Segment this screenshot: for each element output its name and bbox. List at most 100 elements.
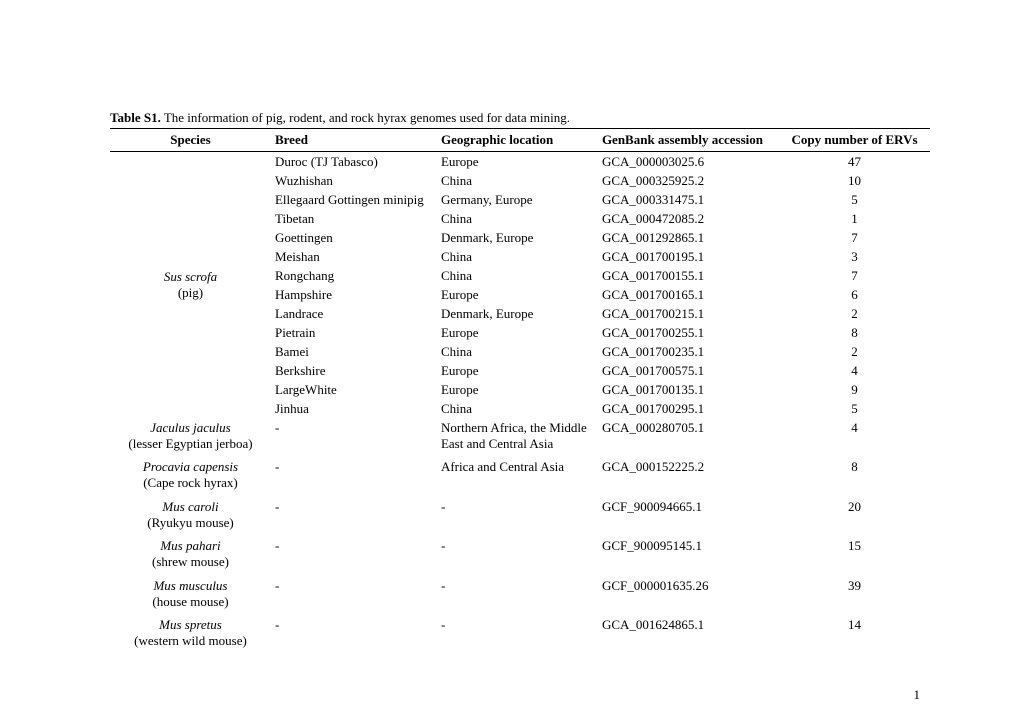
copy-cell: 9 — [779, 380, 930, 399]
species-common: (western wild mouse) — [134, 633, 247, 648]
breed-cell: Jinhua — [271, 399, 437, 418]
species-scientific: Mus musculus — [153, 578, 227, 593]
location-cell: Europe — [437, 285, 598, 304]
breed-cell: Ellegaard Gottingen minipig — [271, 190, 437, 209]
table-row: Mus caroli(Ryukyu mouse)--GCF_900094665.… — [110, 493, 930, 533]
col-header-location: Geographic location — [437, 129, 598, 152]
breed-cell: Bamei — [271, 342, 437, 361]
breed-cell: Wuzhishan — [271, 171, 437, 190]
breed-cell: Landrace — [271, 304, 437, 323]
breed-cell: Tibetan — [271, 209, 437, 228]
genbank-cell: GCA_001624865.1 — [598, 611, 779, 651]
location-cell: China — [437, 266, 598, 285]
breed-cell: Berkshire — [271, 361, 437, 380]
breed-cell: Meishan — [271, 247, 437, 266]
species-scientific: Jaculus jaculus — [150, 420, 231, 435]
copy-cell: 8 — [779, 453, 930, 493]
location-cell: - — [437, 532, 598, 572]
copy-cell: 10 — [779, 171, 930, 190]
copy-cell: 6 — [779, 285, 930, 304]
table-row: Mus musculus(house mouse)--GCF_000001635… — [110, 572, 930, 612]
location-cell: - — [437, 572, 598, 612]
species-common: (lesser Egyptian jerboa) — [128, 436, 252, 451]
copy-cell: 8 — [779, 323, 930, 342]
col-header-species: Species — [110, 129, 271, 152]
copy-cell: 15 — [779, 532, 930, 572]
genbank-cell: GCA_001700195.1 — [598, 247, 779, 266]
genbank-cell: GCA_001700235.1 — [598, 342, 779, 361]
caption-label: Table S1. — [110, 110, 161, 125]
copy-cell: 14 — [779, 611, 930, 651]
location-cell: China — [437, 171, 598, 190]
table-row: Jaculus jaculus(lesser Egyptian jerboa)-… — [110, 418, 930, 453]
genbank-cell: GCA_000472085.2 — [598, 209, 779, 228]
copy-cell: 2 — [779, 342, 930, 361]
breed-cell: - — [271, 532, 437, 572]
breed-cell: Hampshire — [271, 285, 437, 304]
species-scientific: Procavia capensis — [143, 459, 238, 474]
table-row: Sus scrofa(pig)Duroc (TJ Tabasco)EuropeG… — [110, 152, 930, 172]
breed-cell: LargeWhite — [271, 380, 437, 399]
copy-cell: 5 — [779, 190, 930, 209]
genbank-cell: GCA_000331475.1 — [598, 190, 779, 209]
genbank-cell: GCA_001700135.1 — [598, 380, 779, 399]
table-row: Mus spretus(western wild mouse)--GCA_001… — [110, 611, 930, 651]
genbank-cell: GCA_001700255.1 — [598, 323, 779, 342]
genbank-cell: GCA_001292865.1 — [598, 228, 779, 247]
location-cell: Europe — [437, 361, 598, 380]
location-cell: China — [437, 399, 598, 418]
caption-text: The information of pig, rodent, and rock… — [161, 110, 570, 125]
species-cell: Jaculus jaculus(lesser Egyptian jerboa) — [110, 418, 271, 453]
genbank-cell: GCA_000325925.2 — [598, 171, 779, 190]
location-cell: China — [437, 209, 598, 228]
species-scientific: Mus caroli — [162, 499, 218, 514]
col-header-genbank: GenBank assembly accession — [598, 129, 779, 152]
col-header-breed: Breed — [271, 129, 437, 152]
breed-cell: Goettingen — [271, 228, 437, 247]
genbank-cell: GCA_001700215.1 — [598, 304, 779, 323]
location-cell: China — [437, 342, 598, 361]
species-cell: Procavia capensis(Cape rock hyrax) — [110, 453, 271, 493]
copy-cell: 3 — [779, 247, 930, 266]
breed-cell: Rongchang — [271, 266, 437, 285]
breed-cell: - — [271, 572, 437, 612]
copy-cell: 20 — [779, 493, 930, 533]
species-cell: Sus scrofa(pig) — [110, 152, 271, 419]
species-common: (shrew mouse) — [152, 554, 229, 569]
location-cell: China — [437, 247, 598, 266]
species-cell: Mus musculus(house mouse) — [110, 572, 271, 612]
genbank-cell: GCA_001700165.1 — [598, 285, 779, 304]
breed-cell: - — [271, 611, 437, 651]
breed-cell: - — [271, 418, 437, 453]
copy-cell: 1 — [779, 209, 930, 228]
copy-cell: 4 — [779, 361, 930, 380]
page-number: 1 — [914, 687, 921, 703]
genbank-cell: GCF_900095145.1 — [598, 532, 779, 572]
genbank-cell: GCA_000152225.2 — [598, 453, 779, 493]
breed-cell: Pietrain — [271, 323, 437, 342]
breed-cell: Duroc (TJ Tabasco) — [271, 152, 437, 172]
species-cell: Mus spretus(western wild mouse) — [110, 611, 271, 651]
genbank-cell: GCA_001700575.1 — [598, 361, 779, 380]
copy-cell: 2 — [779, 304, 930, 323]
species-common: (Ryukyu mouse) — [147, 515, 234, 530]
species-common: (Cape rock hyrax) — [143, 475, 238, 490]
location-cell: Europe — [437, 152, 598, 172]
copy-cell: 39 — [779, 572, 930, 612]
table-body: Sus scrofa(pig)Duroc (TJ Tabasco)EuropeG… — [110, 152, 930, 651]
species-scientific: Mus spretus — [159, 617, 222, 632]
location-cell: Europe — [437, 323, 598, 342]
genome-table: Species Breed Geographic location GenBan… — [110, 128, 930, 651]
table-row: Procavia capensis(Cape rock hyrax)-Afric… — [110, 453, 930, 493]
breed-cell: - — [271, 453, 437, 493]
species-cell: Mus pahari(shrew mouse) — [110, 532, 271, 572]
location-cell: Germany, Europe — [437, 190, 598, 209]
copy-cell: 7 — [779, 266, 930, 285]
location-cell: Northern Africa, the Middle East and Cen… — [437, 418, 598, 453]
breed-cell: - — [271, 493, 437, 533]
location-cell: Africa and Central Asia — [437, 453, 598, 493]
location-cell: - — [437, 611, 598, 651]
genbank-cell: GCF_000001635.26 — [598, 572, 779, 612]
col-header-copy: Copy number of ERVs — [779, 129, 930, 152]
genbank-cell: GCF_900094665.1 — [598, 493, 779, 533]
